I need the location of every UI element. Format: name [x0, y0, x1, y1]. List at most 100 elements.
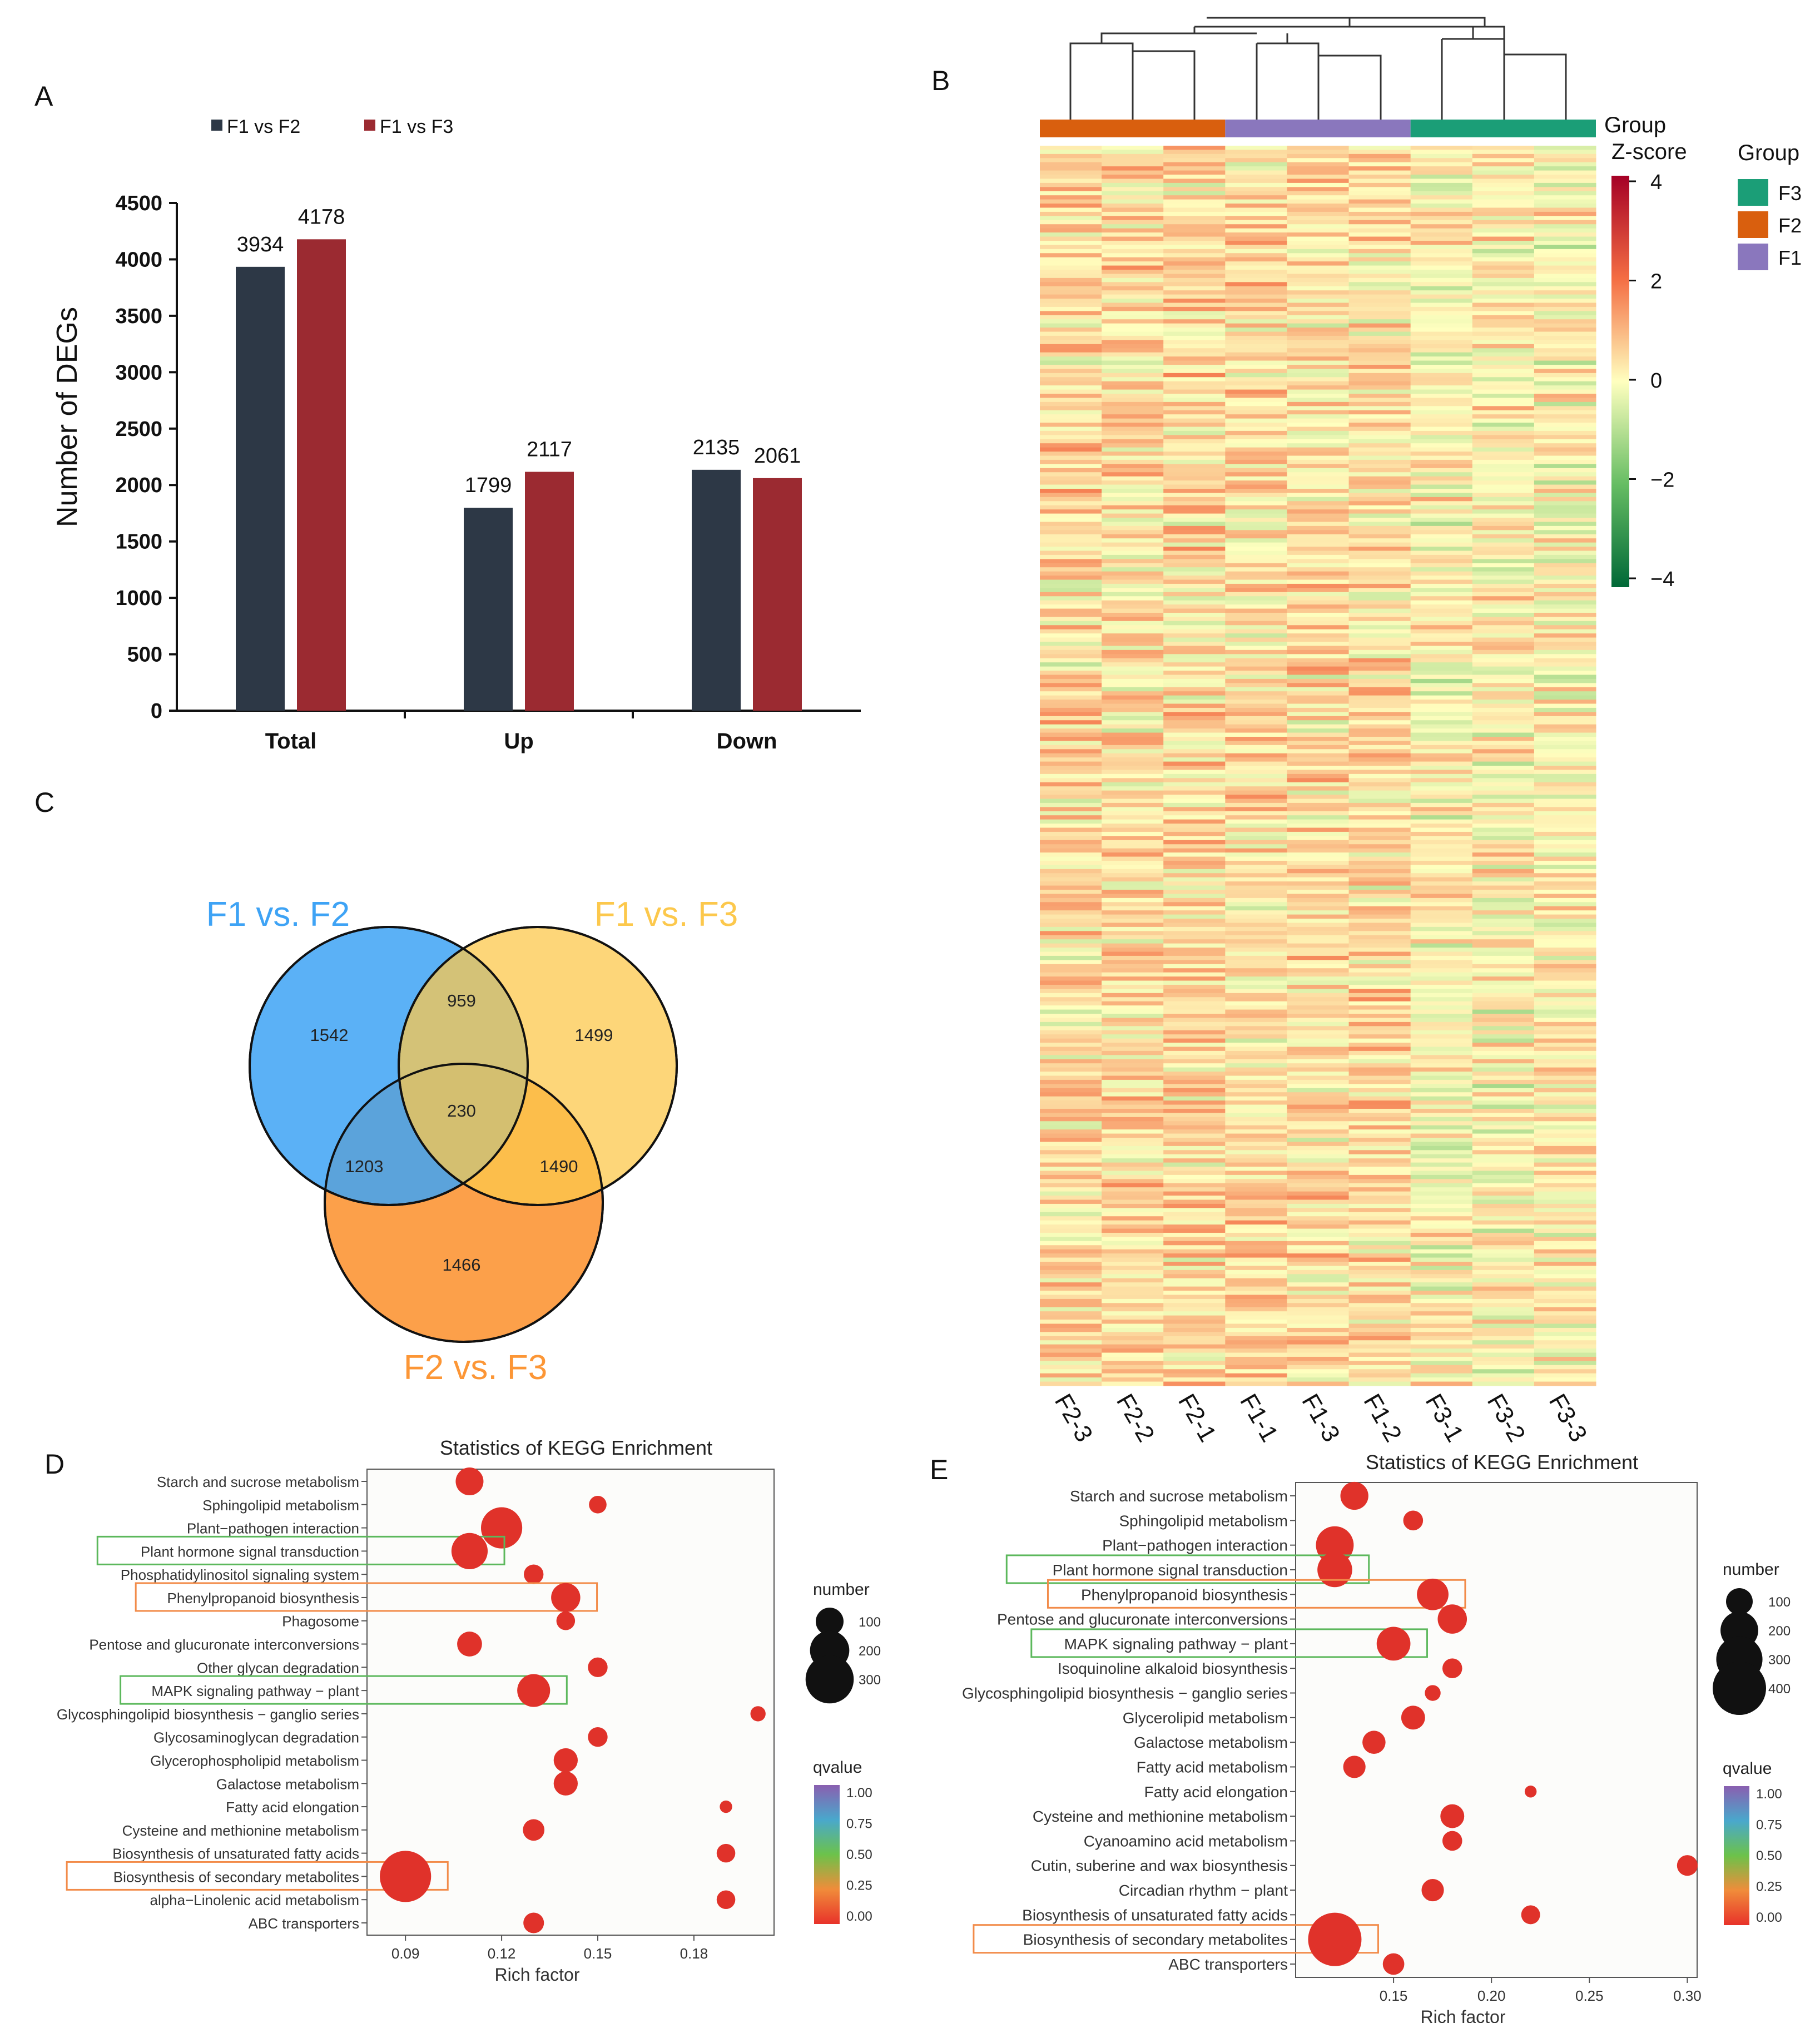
heatmap-cell: [1102, 1191, 1164, 1196]
heatmap-cell: [1163, 724, 1226, 729]
heatmap-cell: [1287, 1129, 1350, 1134]
heatmap-cell: [1163, 146, 1226, 150]
heatmap-cell: [1102, 493, 1164, 498]
heatmap-cell: [1040, 369, 1102, 374]
heatmap-cell: [1225, 931, 1287, 936]
heatmap-cell: [1163, 401, 1226, 406]
heatmap-cell: [1348, 1142, 1411, 1147]
heatmap-cell: [1225, 170, 1287, 175]
heatmap-cell: [1534, 898, 1596, 903]
heatmap-cell: [1163, 513, 1226, 518]
heatmap-cell: [1534, 493, 1596, 498]
heatmap-cell: [1348, 245, 1411, 250]
heatmap-cell: [1348, 749, 1411, 754]
heatmap-cell: [1287, 1108, 1350, 1113]
heatmap-cell: [1348, 761, 1411, 766]
heatmap-cell: [1410, 1171, 1473, 1176]
y-tick-label: 500: [127, 643, 162, 667]
heatmap-cell: [1410, 600, 1473, 605]
heatmap-cell: [1287, 1208, 1350, 1213]
heatmap-cell: [1348, 1096, 1411, 1101]
heatmap-cell: [1040, 658, 1102, 663]
heatmap-cell: [1102, 228, 1164, 233]
sample-label-f2-1: F2-1: [1173, 1390, 1222, 1447]
heatmap-cell: [1410, 1369, 1473, 1374]
heatmap-cell: [1287, 770, 1350, 775]
heatmap-cell: [1534, 778, 1596, 783]
heatmap-cell: [1348, 848, 1411, 853]
heatmap-cell: [1163, 1327, 1226, 1332]
color-legend-tick: 0.50: [1756, 1848, 1782, 1863]
x-tick-label: 0.20: [1477, 1987, 1506, 2004]
heatmap-cell: [1225, 373, 1287, 378]
heatmap-cell: [1348, 195, 1411, 200]
heatmap-cell: [1163, 377, 1226, 382]
pathway-label-mapk-signaling-pathway-plant: MAPK signaling pathway − plant: [1064, 1635, 1288, 1653]
heatmap-cell: [1348, 224, 1411, 229]
heatmap-cell: [1534, 1224, 1596, 1229]
heatmap-cell: [1040, 753, 1102, 758]
heatmap-cell: [1163, 344, 1226, 349]
heatmap-cell: [1040, 394, 1102, 398]
heatmap-cell: [1040, 423, 1102, 427]
heatmap-cell: [1040, 1108, 1102, 1113]
heatmap-cell: [1348, 1171, 1411, 1176]
heatmap-cell: [1040, 583, 1102, 588]
heatmap-cell: [1410, 1063, 1473, 1068]
heatmap-cell: [1287, 1320, 1350, 1324]
heatmap-cell: [1102, 608, 1164, 613]
heatmap-cell: [1472, 356, 1535, 361]
dot-phagosome: [556, 1611, 576, 1630]
heatmap-cell: [1225, 1249, 1287, 1254]
heatmap-cell: [1287, 749, 1350, 754]
heatmap-cell: [1040, 1303, 1102, 1308]
heatmap-cell: [1410, 513, 1473, 518]
heatmap-cell: [1163, 1203, 1226, 1208]
heatmap-cell: [1348, 348, 1411, 353]
heatmap-cell: [1102, 1278, 1164, 1283]
dot-abc-transporters: [1382, 1953, 1405, 1975]
heatmap-cell: [1225, 869, 1287, 874]
heatmap-cell: [1040, 860, 1102, 865]
heatmap-cell: [1163, 658, 1226, 663]
heatmap-cell: [1102, 1232, 1164, 1237]
heatmap-cell: [1348, 178, 1411, 184]
heatmap-cell: [1410, 683, 1473, 688]
heatmap-cell: [1225, 1241, 1287, 1246]
group-legend-swatch-f1: [1738, 244, 1768, 270]
heatmap-cell: [1410, 926, 1473, 931]
legend-label-f1-vs-f2: F1 vs F2: [227, 116, 300, 137]
heatmap-cell: [1225, 253, 1287, 258]
heatmap-cell: [1534, 427, 1596, 432]
heatmap-cell: [1287, 447, 1350, 452]
heatmap-cell: [1040, 493, 1102, 498]
heatmap-cell: [1163, 204, 1226, 208]
heatmap-cell: [1225, 819, 1287, 824]
heatmap-cell: [1348, 617, 1411, 622]
heatmap-cell: [1534, 547, 1596, 551]
heatmap-cell: [1534, 1179, 1596, 1184]
heatmap-cell: [1348, 860, 1411, 865]
heatmap-cell: [1287, 1030, 1350, 1035]
heatmap-cell: [1102, 662, 1164, 667]
heatmap-cell: [1102, 811, 1164, 816]
heatmap-cell: [1225, 488, 1287, 493]
heatmap-cell: [1287, 1232, 1350, 1237]
heatmap-cell: [1287, 261, 1350, 266]
heatmap-cell: [1225, 588, 1287, 593]
heatmap-cell: [1163, 1361, 1226, 1366]
heatmap-cell: [1163, 1088, 1226, 1093]
heatmap-cell: [1410, 865, 1473, 870]
heatmap-cell: [1102, 455, 1164, 460]
heatmap-cell: [1163, 249, 1226, 254]
heatmap-cell: [1287, 1034, 1350, 1039]
heatmap-cell: [1348, 1266, 1411, 1271]
heatmap-cell: [1225, 1150, 1287, 1155]
heatmap-cell: [1102, 187, 1164, 192]
heatmap-cell: [1287, 1249, 1350, 1254]
heatmap-cell: [1534, 497, 1596, 502]
heatmap-cell: [1102, 240, 1164, 245]
heatmap-cell: [1348, 1336, 1411, 1341]
heatmap-cell: [1348, 150, 1411, 155]
dot-plant-hormone-signal-transduction: [451, 1533, 488, 1569]
